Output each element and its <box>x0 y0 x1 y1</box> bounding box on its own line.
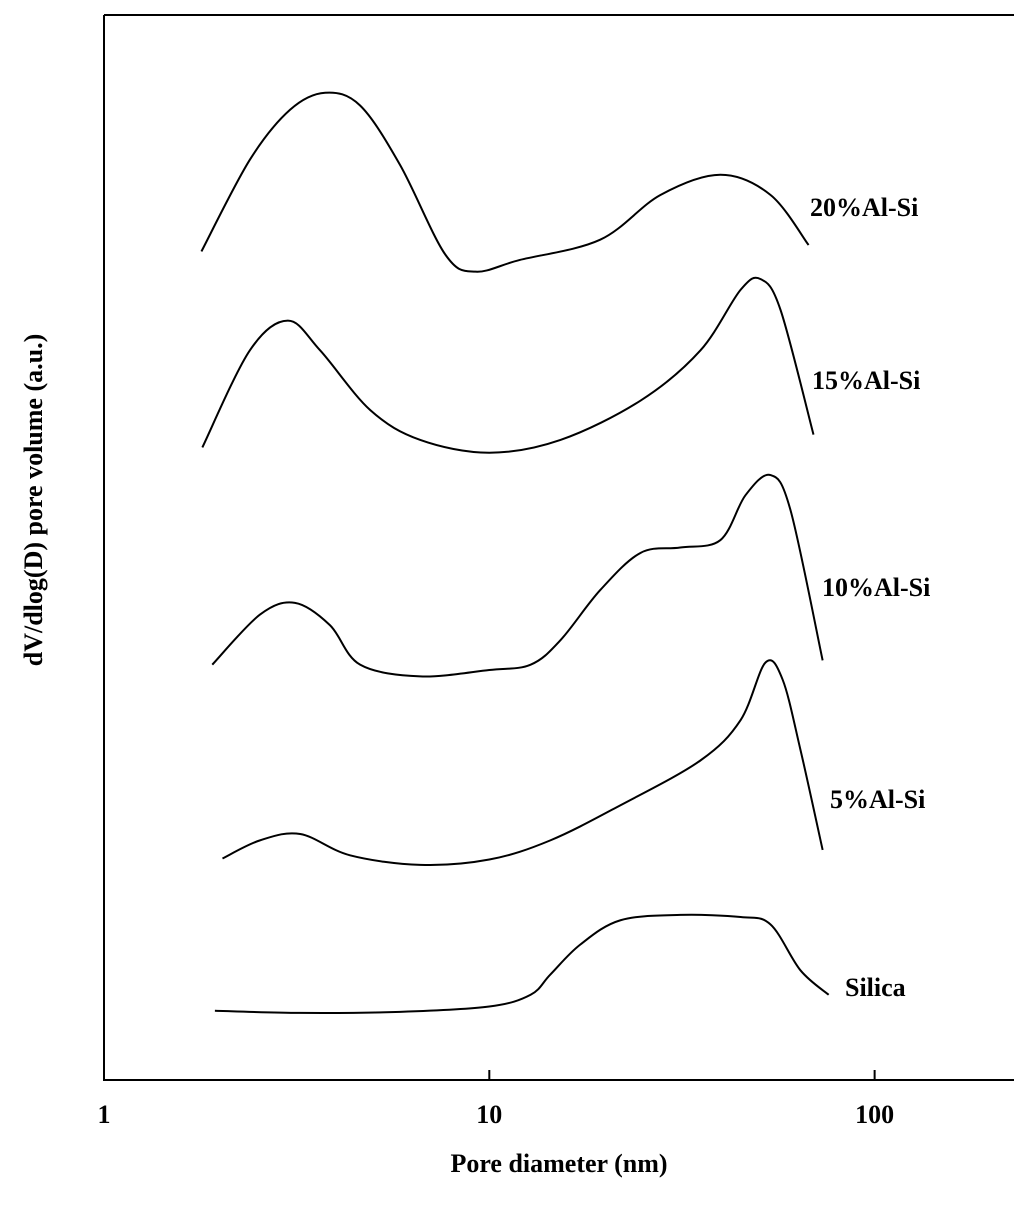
series-label: 15%Al-Si <box>812 366 920 395</box>
data-line <box>201 276 815 454</box>
data-line <box>222 659 824 867</box>
x-tick-label: 100 <box>855 1100 894 1129</box>
series-label: 5%Al-Si <box>830 785 925 814</box>
x-tick-label: 10 <box>476 1100 502 1129</box>
series-label: Silica <box>845 973 906 1002</box>
y-axis-title: dV/dlog(D) pore volume (a.u.) <box>19 334 48 666</box>
series-label: 10%Al-Si <box>822 573 930 602</box>
data-line <box>200 91 810 273</box>
x-tick-label: 1 <box>98 1100 111 1129</box>
data-line <box>211 473 824 678</box>
x-axis-title: Pore diameter (nm) <box>450 1149 667 1178</box>
data-line <box>214 913 830 1014</box>
series-label: 20%Al-Si <box>810 193 918 222</box>
